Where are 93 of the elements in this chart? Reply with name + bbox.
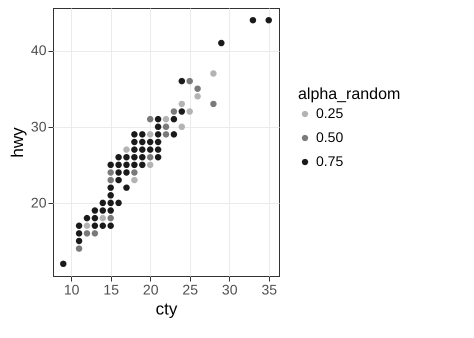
y-tick-label: 30 [30,118,47,134]
point [154,116,162,122]
point [107,192,114,199]
point [107,162,114,168]
point [76,238,82,244]
point [131,154,138,160]
point [100,214,106,222]
x-tick-label: 30 [222,282,238,298]
point [170,108,178,115]
point [154,146,162,153]
point [154,138,162,146]
point [139,131,146,138]
point [131,146,138,153]
point [131,169,138,176]
point [115,162,122,168]
x-tick-label: 10 [64,282,80,298]
point [123,169,130,176]
point [123,162,130,168]
point [146,162,154,168]
point [100,222,106,229]
point [76,222,82,229]
point [139,154,146,160]
point [131,131,138,138]
point [146,131,154,138]
point [194,93,201,100]
point [107,184,114,191]
point [123,154,130,160]
point [210,100,217,108]
y-tick-label: 20 [30,194,47,210]
point [250,16,256,24]
x-tick-label: 20 [142,282,159,298]
point [154,131,162,138]
point [162,116,170,122]
point [178,124,186,130]
point [210,70,217,77]
x-tick-label: 25 [182,282,198,298]
point [146,138,154,146]
point [107,169,114,176]
point [146,146,154,153]
point [92,230,98,237]
point [139,146,146,153]
point [170,131,178,138]
point [170,116,178,122]
point [186,108,193,115]
point [107,214,114,222]
legend-label: 0.50 [316,129,344,145]
point [265,16,272,24]
point [139,138,146,146]
point [92,214,98,222]
point [60,260,67,268]
point [84,214,90,222]
point [115,176,122,184]
point [146,154,154,160]
point [131,176,138,184]
legend-label: 0.25 [316,105,344,121]
point [162,124,170,130]
point [76,230,82,237]
point [178,78,186,84]
y-tick-label: 40 [30,42,47,58]
point [76,245,82,252]
y-axis-title: hwy [8,126,27,158]
point [107,176,114,184]
point [131,162,138,168]
point [194,85,201,92]
point [84,222,90,229]
point [100,207,106,214]
point [107,200,114,206]
point [186,78,193,84]
point [115,200,122,206]
point [154,124,162,130]
point [218,40,225,46]
point [162,131,170,138]
point [92,222,98,229]
point [123,184,130,191]
point [107,222,114,229]
point [115,169,122,176]
point [131,138,138,146]
point [139,162,146,168]
point [107,207,114,214]
x-tick-label: 15 [103,282,120,298]
point [123,146,130,153]
legend-label: 0.75 [316,153,344,169]
point [178,100,186,108]
point [115,154,122,160]
point [178,108,186,115]
point [146,116,154,122]
x-axis-title: cty [156,300,178,318]
point [100,200,106,206]
point [92,207,98,214]
point [154,154,162,160]
legend-title: alpha_random [298,86,400,103]
point [84,230,90,237]
x-tick-label: 35 [261,282,278,298]
